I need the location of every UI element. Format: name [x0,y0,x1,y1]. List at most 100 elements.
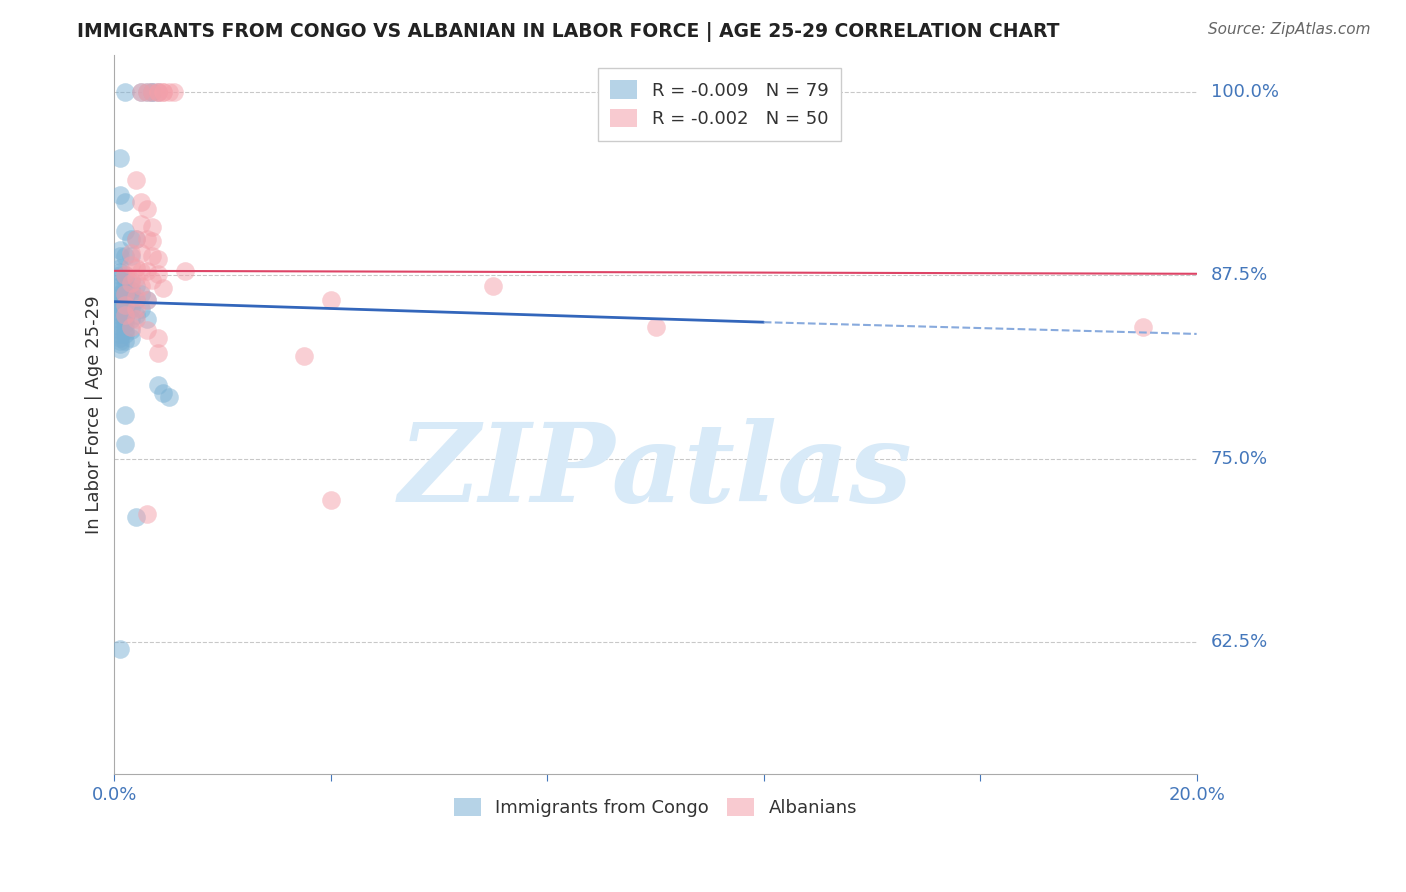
Point [108,305,131,319]
Point [125,510,148,524]
Point [114,308,136,322]
Point [114,287,136,301]
Point [114,249,136,263]
Point [125,301,148,316]
Point [125,231,148,245]
Point [114,293,136,308]
Point [114,334,136,349]
Y-axis label: In Labor Force | Age 25-29: In Labor Force | Age 25-29 [86,295,103,534]
Point [114,297,136,311]
Point [135,231,157,245]
Point [114,271,136,285]
Point [131,85,153,99]
Point [141,85,163,99]
Point [114,297,136,311]
Point [135,508,157,522]
Point [135,264,157,278]
Point [108,308,131,322]
Point [120,246,142,260]
Point [141,249,163,263]
Point [120,283,142,297]
Text: Source: ZipAtlas.com: Source: ZipAtlas.com [1208,22,1371,37]
Point [131,246,153,260]
Point [108,331,131,345]
Point [146,85,169,99]
Point [125,173,148,187]
Point [114,194,136,209]
Point [131,194,153,209]
Point [141,235,163,249]
Point [108,342,131,356]
Point [108,244,131,258]
Point [108,265,131,279]
Point [120,301,142,316]
Point [141,219,163,234]
Point [152,85,174,99]
Point [114,322,136,336]
Point [146,378,169,392]
Point [125,308,148,322]
Point [120,249,142,263]
Point [108,642,131,657]
Point [120,276,142,290]
Point [146,346,169,360]
Text: IMMIGRANTS FROM CONGO VS ALBANIAN IN LABOR FORCE | AGE 25-29 CORRELATION CHART: IMMIGRANTS FROM CONGO VS ALBANIAN IN LAB… [77,22,1060,42]
Point [114,278,136,293]
Point [108,278,131,293]
Point [173,264,195,278]
Point [644,319,666,334]
Point [482,278,505,293]
Text: 62.5%: 62.5% [1211,633,1268,651]
Point [114,287,136,301]
Point [108,260,131,275]
Point [120,312,142,326]
Point [114,326,136,341]
Point [131,287,153,301]
Point [135,85,157,99]
Point [125,271,148,285]
Point [135,293,157,308]
Text: 87.5%: 87.5% [1211,266,1268,285]
Point [146,252,169,266]
Point [120,272,142,286]
Point [146,331,169,345]
Point [114,317,136,331]
Point [141,85,163,99]
Point [108,319,131,334]
Point [108,334,131,349]
Point [125,290,148,304]
Point [163,85,186,99]
Point [120,322,142,336]
Point [114,301,136,316]
Point [108,312,131,326]
Text: ZIPatlas: ZIPatlas [398,418,912,526]
Point [108,337,131,351]
Point [146,85,169,99]
Point [108,268,131,283]
Point [108,297,131,311]
Point [135,202,157,217]
Point [114,268,136,283]
Point [120,231,142,245]
Point [114,408,136,422]
Point [120,319,142,334]
Point [108,187,131,202]
Point [108,276,131,290]
Point [292,349,315,363]
Point [135,85,157,99]
Point [152,85,174,99]
Point [152,385,174,400]
Point [114,437,136,451]
Point [135,293,157,308]
Point [135,312,157,326]
Point [146,85,169,99]
Point [108,293,131,308]
Point [319,293,342,308]
Point [108,322,131,336]
Point [120,258,142,272]
Point [108,290,131,304]
Point [114,312,136,326]
Point [120,293,142,308]
Point [131,301,153,316]
Point [146,267,169,281]
